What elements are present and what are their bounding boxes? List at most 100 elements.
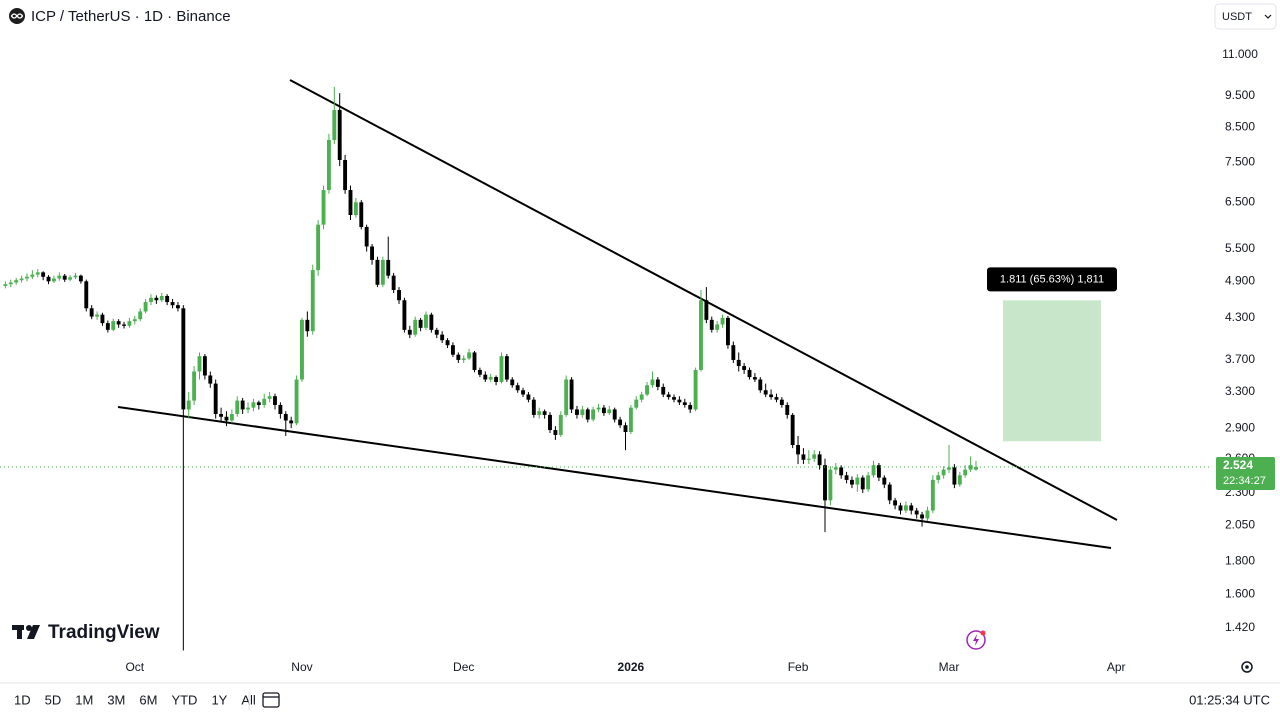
candle-body [246,407,250,410]
alert-icon[interactable] [966,630,986,650]
candle-body [181,308,186,410]
candle-body [51,278,56,282]
candle-body [8,282,13,285]
candle-body [504,356,509,380]
candle-body [370,246,374,260]
candle-body [871,465,876,476]
x-tick-label: Apr [1107,660,1126,674]
candle-body [472,352,477,370]
candle-body [601,407,606,414]
range-button[interactable]: YTD [171,692,197,707]
measure-range[interactable] [1003,300,1101,442]
settings-icon-center[interactable] [1245,665,1249,669]
candle-body [488,377,493,380]
candle-body [240,400,245,410]
candle-body [499,356,504,382]
candle-body [461,358,466,360]
currency-select[interactable] [1214,3,1277,30]
last-price-label: 2.524 [1223,458,1253,472]
candle-body [779,399,784,405]
range-button[interactable]: 6M [139,692,157,707]
candle-body [833,467,838,470]
measure-label-box [987,267,1117,292]
candle-body [41,272,46,277]
candle-body [855,477,860,485]
range-button[interactable]: 5D [45,692,62,707]
candle-body [283,413,288,421]
candle-body [817,454,822,466]
candle-body [521,390,525,395]
candle-body [531,399,536,415]
x-tick-label: Nov [291,660,312,674]
countdown-label: 22:34:27 [1223,475,1266,487]
candle-body [343,159,348,191]
y-tick-label: 9.500 [1225,88,1255,102]
candle-body [46,276,51,282]
candle-body [138,311,143,320]
candle-body [715,324,720,330]
calendar-icon[interactable] [262,692,280,708]
x-tick-label: Oct [125,660,144,674]
dropdown-arrow[interactable] [1264,14,1272,19]
currency-label[interactable]: USDT [1222,11,1252,23]
candle-body [353,202,358,216]
candle-body [407,329,412,335]
alert-dot [980,630,986,636]
x-tick-label: Mar [939,660,960,674]
range-bar: 1D5D1M3M6MYTD1YAll [14,692,256,707]
candle-body [413,319,418,335]
candle-body [515,385,520,391]
candle-body [736,359,741,367]
candle-body [213,383,218,414]
candle-body [704,300,709,320]
candle-body [936,475,941,480]
candle-body [887,484,892,501]
candle-body [618,419,623,426]
candle-body [866,475,871,490]
settings-icon[interactable] [1241,661,1253,673]
y-tick-label: 1.600 [1225,587,1255,601]
alert-bolt[interactable] [973,634,979,646]
candle-body [294,379,299,424]
candle-body [957,475,962,485]
candle-body [774,397,779,400]
candle-body [672,397,676,400]
candle-body [122,324,126,326]
candle-body [952,467,957,485]
trend-line-lower[interactable] [117,406,1112,549]
range-button[interactable]: 1D [14,692,31,707]
candle-body [893,500,898,506]
candle-body [100,314,105,324]
date-range-icon[interactable] [262,692,280,708]
clock[interactable]: 01:25:34 UTC [1189,692,1270,707]
candle-body [359,202,364,228]
y-tick-label: 11.000 [1222,47,1258,61]
trend-line-upper[interactable] [289,79,1118,521]
candle-body [192,371,197,401]
candle-body [262,398,267,405]
candle-body [3,284,8,286]
candle-body [57,275,62,279]
candle-body [876,465,881,478]
candle-body [882,477,887,485]
candle-body [806,458,811,460]
candle-body [224,416,229,421]
candle-body [116,321,121,325]
candle-body [747,369,752,378]
candle-body [159,295,164,301]
candle-body [688,404,693,410]
y-tick-label: 7.500 [1225,154,1255,168]
candle-body [839,467,844,476]
candle-body [451,345,455,355]
y-tick-label: 4.300 [1225,310,1255,324]
candle-body [639,394,644,400]
y-tick-label: 1.800 [1225,554,1255,568]
candle-body [321,190,326,225]
range-button[interactable]: 3M [107,692,125,707]
range-button[interactable]: 1Y [211,692,227,707]
range-button[interactable]: 1M [75,692,93,707]
candle-body [477,369,482,375]
candle-body [186,400,191,410]
